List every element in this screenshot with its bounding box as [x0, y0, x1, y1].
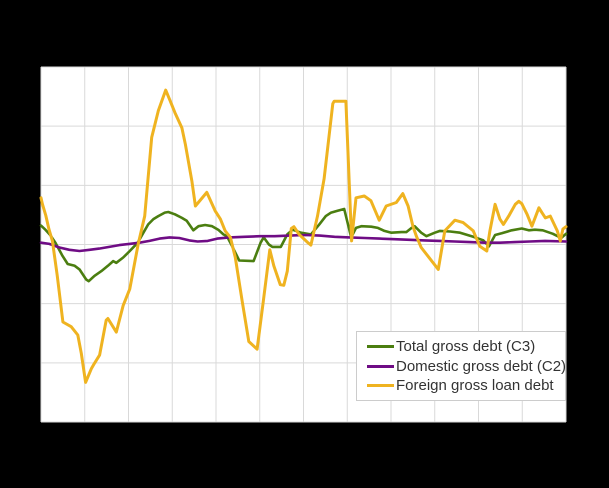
legend-label: Domestic gross debt (C2) — [396, 357, 567, 375]
legend-item: Total gross debt (C3) — [367, 339, 565, 354]
legend-label: Total gross debt (C3) — [396, 337, 536, 355]
series-line-1 — [39, 233, 568, 253]
legend-label: Foreign gross loan debt — [396, 377, 554, 395]
legend: Total gross debt (C3) Domestic gross deb… — [356, 331, 566, 401]
legend-item: Domestic gross debt (C2) — [367, 357, 567, 375]
legend-swatch-total-gross-debt — [367, 344, 394, 348]
legend-swatch-foreign-gross-loan-debt — [367, 384, 394, 388]
series-line-0 — [39, 207, 568, 283]
series-line-2 — [39, 88, 568, 384]
legend-swatch-domestic-gross-debt — [367, 364, 394, 368]
legend-item: Foreign gross loan debt — [367, 378, 565, 393]
